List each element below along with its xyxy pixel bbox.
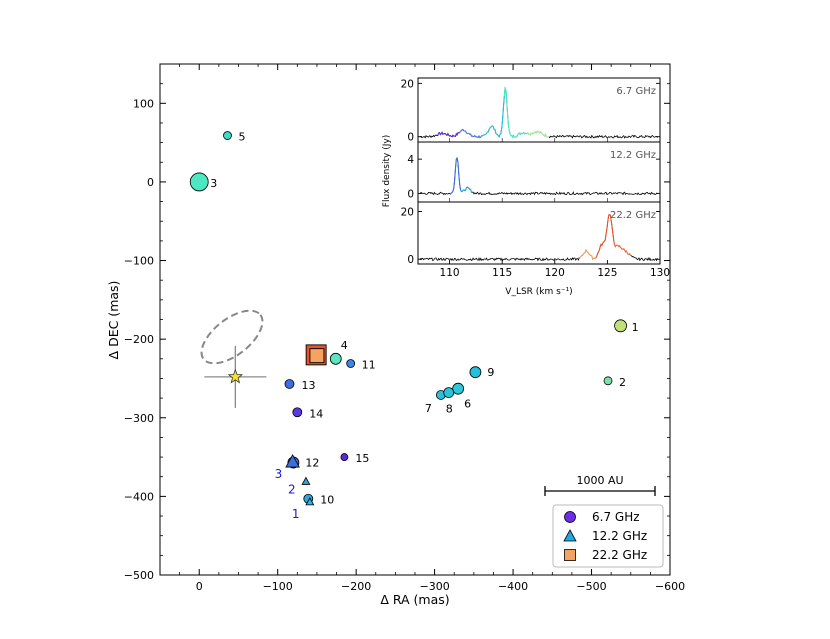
maser-12-2ghz-point (285, 453, 300, 468)
maser-6-7ghz-point (284, 379, 295, 389)
inset-panel-frequency: 22.2 GHz (610, 210, 656, 221)
spectra-inset: 0 20 6.7 GHz 0 4 12.2 GHz 0 20 22.2 GHz 110 115 12… (382, 77, 670, 297)
point-label-6-7ghz: 15 (355, 452, 369, 465)
maser-6-7ghz-point (223, 131, 232, 140)
inset-frame (417, 77, 661, 265)
maser-6-7ghz-point (443, 387, 455, 399)
legend: 6.7 GHz 12.2 GHz 22.2 GHz (552, 504, 664, 568)
maser-6-7ghz-point (603, 376, 613, 386)
inset-spectrum-emission (437, 131, 460, 138)
inset-y-tick-label: 4 (407, 154, 414, 166)
inset-y-tick-label: 0 (407, 132, 414, 144)
point-label-6-7ghz: 2 (619, 376, 626, 389)
points-22-2ghz (305, 344, 327, 366)
y-tick-label: 0 (147, 176, 154, 189)
x-tick-label: −400 (498, 580, 528, 593)
point-label-6-7ghz: 3 (210, 177, 217, 190)
inset-x-label: V_LSR (km s⁻¹) (505, 287, 572, 297)
point-label-12-2ghz: 3 (275, 467, 283, 481)
point-label-6-7ghz: 13 (301, 379, 315, 392)
legend-label-12-2ghz: 12.2 GHz (592, 529, 647, 543)
inset-spectrum-emission (481, 88, 506, 139)
inset-y-tick-label: 20 (401, 78, 414, 90)
maser-6-7ghz-point (452, 382, 465, 395)
y-axis-label: Δ DEC (mas) (106, 281, 121, 360)
scale-bar-label: 1000 AU (576, 474, 623, 487)
inset-spectrum-emission (459, 186, 473, 193)
maser-12-2ghz-point (301, 476, 311, 485)
point-label-6-7ghz: 1 (632, 321, 639, 334)
y-tick-label: 100 (133, 97, 154, 110)
maser-6-7ghz-point (340, 453, 349, 461)
x-tick-label: 0 (196, 580, 203, 593)
y-tick-label: −200 (124, 333, 154, 346)
maser-12-2ghz-point (305, 497, 315, 506)
inset-spectrum-emission (503, 86, 529, 139)
points-6-7ghz (189, 131, 627, 504)
x-tick-label: −300 (420, 580, 450, 593)
inset-y-label: Flux density (Jy) (382, 135, 392, 207)
maser-6-7ghz-point (329, 352, 342, 365)
y-tick-label: −500 (124, 569, 154, 582)
maser-6-7ghz-point (614, 319, 627, 333)
inset-x-tick-label: 110 (440, 267, 460, 279)
point-label-6-7ghz: 7 (425, 402, 432, 415)
point-label-6-7ghz: 10 (320, 494, 334, 507)
x-axis-ticks: 0 −100 −200 −300 −400 −500 −600 (179, 64, 685, 593)
legend-marker-12-2ghz (563, 529, 577, 542)
point-label-6-7ghz: 5 (238, 131, 245, 144)
inset-x-tick-label: 130 (650, 267, 670, 279)
inset-x-tick-label: 120 (545, 267, 565, 279)
inset-spectrum-emission (579, 248, 598, 261)
x-tick-label: −600 (655, 580, 685, 593)
legend-label-6-7ghz: 6.7 GHz (592, 510, 640, 524)
inset-panel-frequency: 12.2 GHz (610, 150, 656, 161)
point-label-12-2ghz: 2 (288, 482, 296, 496)
maser-6-7ghz-point (189, 172, 209, 192)
position-ellipse (200, 309, 264, 365)
maser-6-7ghz-point (469, 366, 482, 379)
x-axis-label: Δ RA (mas) (380, 592, 449, 607)
y-tick-label: −300 (124, 412, 154, 425)
y-tick-label: −100 (124, 255, 154, 268)
points-12-2ghz (285, 453, 315, 506)
inset-spectrum-emission (526, 130, 550, 138)
inset-spectrum-emission (449, 156, 462, 195)
y-axis-ticks: 1000−100−200−300−400−500 (124, 83, 670, 582)
x-tick-label: −500 (576, 580, 606, 593)
inset-y-tick-label: 0 (407, 254, 414, 266)
point-label-12-2ghz: 1 (292, 507, 300, 521)
star-icon (227, 368, 244, 384)
legend-label-22-2ghz: 22.2 GHz (592, 548, 647, 562)
point-label-6-7ghz: 9 (487, 366, 494, 379)
inset-y-tick-label: 20 (401, 207, 414, 219)
point-label-6-7ghz: 14 (309, 407, 323, 420)
inset-spectrum-emission (458, 128, 483, 139)
maser-6-7ghz-point (292, 407, 303, 418)
inset-panel-frequency: 6.7 GHz (616, 86, 656, 97)
maser-6-7ghz-point (346, 359, 356, 368)
point-label-6-7ghz: 8 (446, 403, 453, 416)
scale-bar: 1000 AU (544, 474, 656, 496)
inset-x-tick-label: 125 (597, 267, 617, 279)
star-marker (204, 345, 267, 408)
point-label-6-7ghz: 11 (362, 359, 376, 372)
inset-y-tick-label: 0 (407, 188, 414, 200)
legend-marker-6-7ghz (564, 511, 576, 523)
x-tick-label: −200 (341, 580, 371, 593)
point-label-6-7ghz: 6 (464, 398, 471, 411)
inset-spectrum-emission (613, 240, 632, 257)
y-tick-label: −400 (124, 490, 154, 503)
inset-spectrum-emission (595, 214, 616, 259)
point-label-6-7ghz: 4 (341, 339, 348, 352)
x-tick-label: −100 (263, 580, 293, 593)
maser-22-2ghz-point (309, 348, 325, 364)
inset-x-ticks: 110 115 120 125 130 (440, 138, 670, 279)
inset-x-tick-label: 115 (492, 267, 512, 279)
point-label-6-7ghz: 12 (305, 457, 319, 470)
legend-marker-22-2ghz (564, 549, 576, 561)
